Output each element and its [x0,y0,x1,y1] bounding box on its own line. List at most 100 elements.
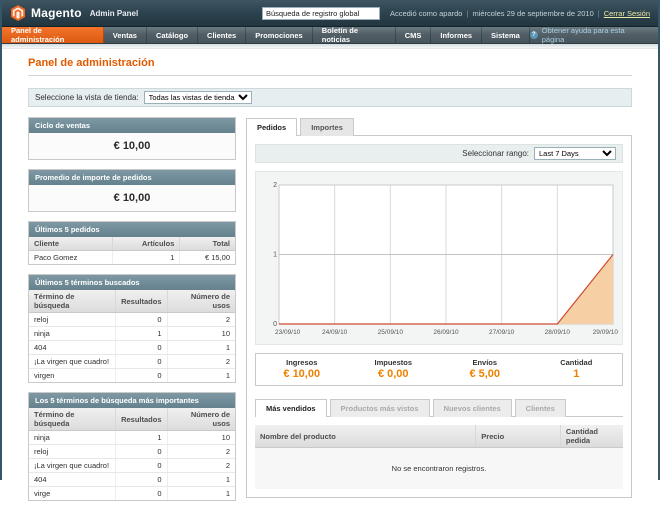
lifetime-sales-value: € 10,00 [29,133,235,159]
stat-impuestos: Impuestos € 0,00 [348,354,440,385]
column-header: Resultados [115,290,168,313]
column-header: Cantidad pedida [560,425,623,448]
stat-label: Envíos [472,358,498,367]
nav-item-promociones[interactable]: Promociones [246,27,313,43]
svg-text:24/09/10: 24/09/10 [322,329,348,336]
last-orders-table: Cliente Artículos Total Paco Gomez 1 € 15,00 [29,237,235,264]
top-search-terms-card: Los 5 términos de búsqueda más important… [28,392,236,501]
separator: | [466,8,469,18]
stat-value: € 5,00 [469,368,501,380]
logout-link[interactable]: Cerrar Sesión [603,8,650,18]
stat-label: Impuestos [374,358,412,367]
store-view-select[interactable]: Todas las vistas de tienda [143,91,252,104]
table-row: 404 0 1 [29,340,235,355]
nav-item-cat-logo[interactable]: Catálogo [147,27,199,43]
nav-item-cms[interactable]: CMS [396,27,432,43]
svg-text:29/09/10: 29/09/10 [593,329,619,336]
svg-text:27/09/10: 27/09/10 [489,329,515,336]
nav-item-bolet-n-de-noticias[interactable]: Boletín de noticias [313,26,396,44]
column-header: Precio [475,425,561,448]
stat-label: Ingresos [286,358,318,367]
magento-logo-icon [11,5,25,21]
stat-value: € 10,00 [283,368,321,380]
svg-text:0: 0 [273,321,277,328]
orders-chart: 0 1 2 23/09/10 24/09/10 25/09/10 26/09/10 27/09… [255,171,623,345]
table-row: virgen 0 1 [29,368,235,382]
help-label: Obtener ayuda para esta página [541,26,625,44]
nav-item-ventas[interactable]: Ventas [104,27,147,43]
last-orders-card: Últimos 5 pedidos Cliente Artículos Total … [28,221,236,265]
magento-logo: Magento Admin Panel [10,5,138,21]
svg-text:25/09/10: 25/09/10 [378,329,404,336]
table-row: ninja 1 10 [29,326,235,341]
last-search-terms-card: Últimos 5 términos buscados Término de b… [28,274,236,383]
column-header: Término de búsqueda [29,408,117,431]
svg-text:1: 1 [273,252,277,259]
brand-subtitle: Admin Panel [89,8,139,18]
card-title: Últimos 5 términos buscados [29,275,235,290]
range-bar: Seleccionar rango: Last 7 Days [255,144,623,163]
average-orders-card: Promedio de importe de pedidos € 10,00 [28,169,236,212]
page-title: Panel de administración [28,57,632,76]
table-row: ¡La virgen que cuadro! 0 2 [29,354,235,369]
tab-importes[interactable]: Importes [300,118,354,136]
stat-cantidad: Cantidad 1 [531,354,623,385]
header: Magento Admin Panel Accedió como apardo … [2,0,658,27]
brand-name: Magento [31,6,82,20]
help-link[interactable]: ? Obtener ayuda para esta página [529,26,658,44]
tab-clientes[interactable]: Clientes [514,399,566,417]
global-search-input[interactable] [261,6,380,20]
table-row: virge 0 1 [29,486,235,500]
svg-text:28/09/10: 28/09/10 [545,329,571,336]
dashboard-main: Pedidos Importes Seleccionar rango: Last… [246,117,632,498]
card-title: Últimos 5 pedidos [29,222,235,237]
column-header: Total [179,237,235,251]
logged-in-as: Accedió como apardo [389,8,463,18]
chart-tabs: Pedidos Importes [246,117,632,136]
column-header: Número de usos [167,290,235,313]
nav-item-informes[interactable]: Informes [431,27,483,43]
tab-nuevos-clientes[interactable]: Nuevos clientes [432,399,512,417]
nav-item-panel-de-administraci-n[interactable]: Panel de administración [2,26,104,44]
column-header: Número de usos [167,408,235,431]
card-title: Ciclo de ventas [29,118,235,133]
nav-item-sistema[interactable]: Sistema [482,27,530,43]
empty-row: No se encontraron registros. [255,447,623,489]
card-title: Promedio de importe de pedidos [29,170,235,185]
orders-panel: Seleccionar rango: Last 7 Days 0 1 2 23/09/… [246,136,632,498]
card-title: Los 5 términos de búsqueda más important… [29,393,235,408]
column-header: Nombre del producto [255,425,477,448]
column-header: Artículos [112,237,181,251]
average-orders-value: € 10,00 [29,185,235,211]
grid-tabs: Más vendidos Productos más vistos Nuevos… [255,398,623,417]
nav-items: Panel de administración Ventas Catálogo Cli… [2,26,530,44]
last-search-terms-table: Término de búsqueda Resultados Número de u… [29,290,235,382]
dashboard-sidebar: Ciclo de ventas € 10,00 Promedio de impo… [28,117,236,510]
svg-text:2: 2 [273,182,277,189]
totals-bar: Ingresos € 10,00 Impuestos € 0,00 Envíos… [255,353,623,386]
tab-pedidos[interactable]: Pedidos [246,118,298,136]
stat-value: 1 [573,368,580,380]
table-row: reloj 0 2 [29,312,235,327]
lifetime-sales-card: Ciclo de ventas € 10,00 [28,117,236,160]
separator: | [597,8,600,18]
column-header: Cliente [29,237,113,251]
nav-item-clientes[interactable]: Clientes [198,27,247,43]
top-search-terms-table: Término de búsqueda Resultados Número de u… [29,408,235,500]
column-header: Resultados [115,408,168,431]
stat-ingresos: Ingresos € 10,00 [256,354,348,385]
column-header: Término de búsqueda [29,290,117,313]
range-select[interactable]: Last 7 Days [534,147,616,160]
main-nav: Panel de administración Ventas Catálogo Cli… [2,26,658,44]
current-date: miércoles 29 de septiembre de 2010 [472,8,594,18]
stat-value: € 0,00 [377,368,409,380]
stat-label: Cantidad [560,358,593,367]
table-row: reloj 0 2 [29,444,235,459]
table-row: Paco Gomez 1 € 15,00 [29,250,235,264]
store-view-bar: Seleccione la vista de tienda: Todas las… [28,88,632,107]
tab-productos-mas-vistos[interactable]: Productos más vistos [329,399,430,417]
store-view-label: Seleccione la vista de tienda: [35,93,139,102]
tab-mas-vendidos[interactable]: Más vendidos [255,399,327,417]
nav-shadow [2,44,658,49]
table-row: ninja 1 10 [29,430,235,445]
